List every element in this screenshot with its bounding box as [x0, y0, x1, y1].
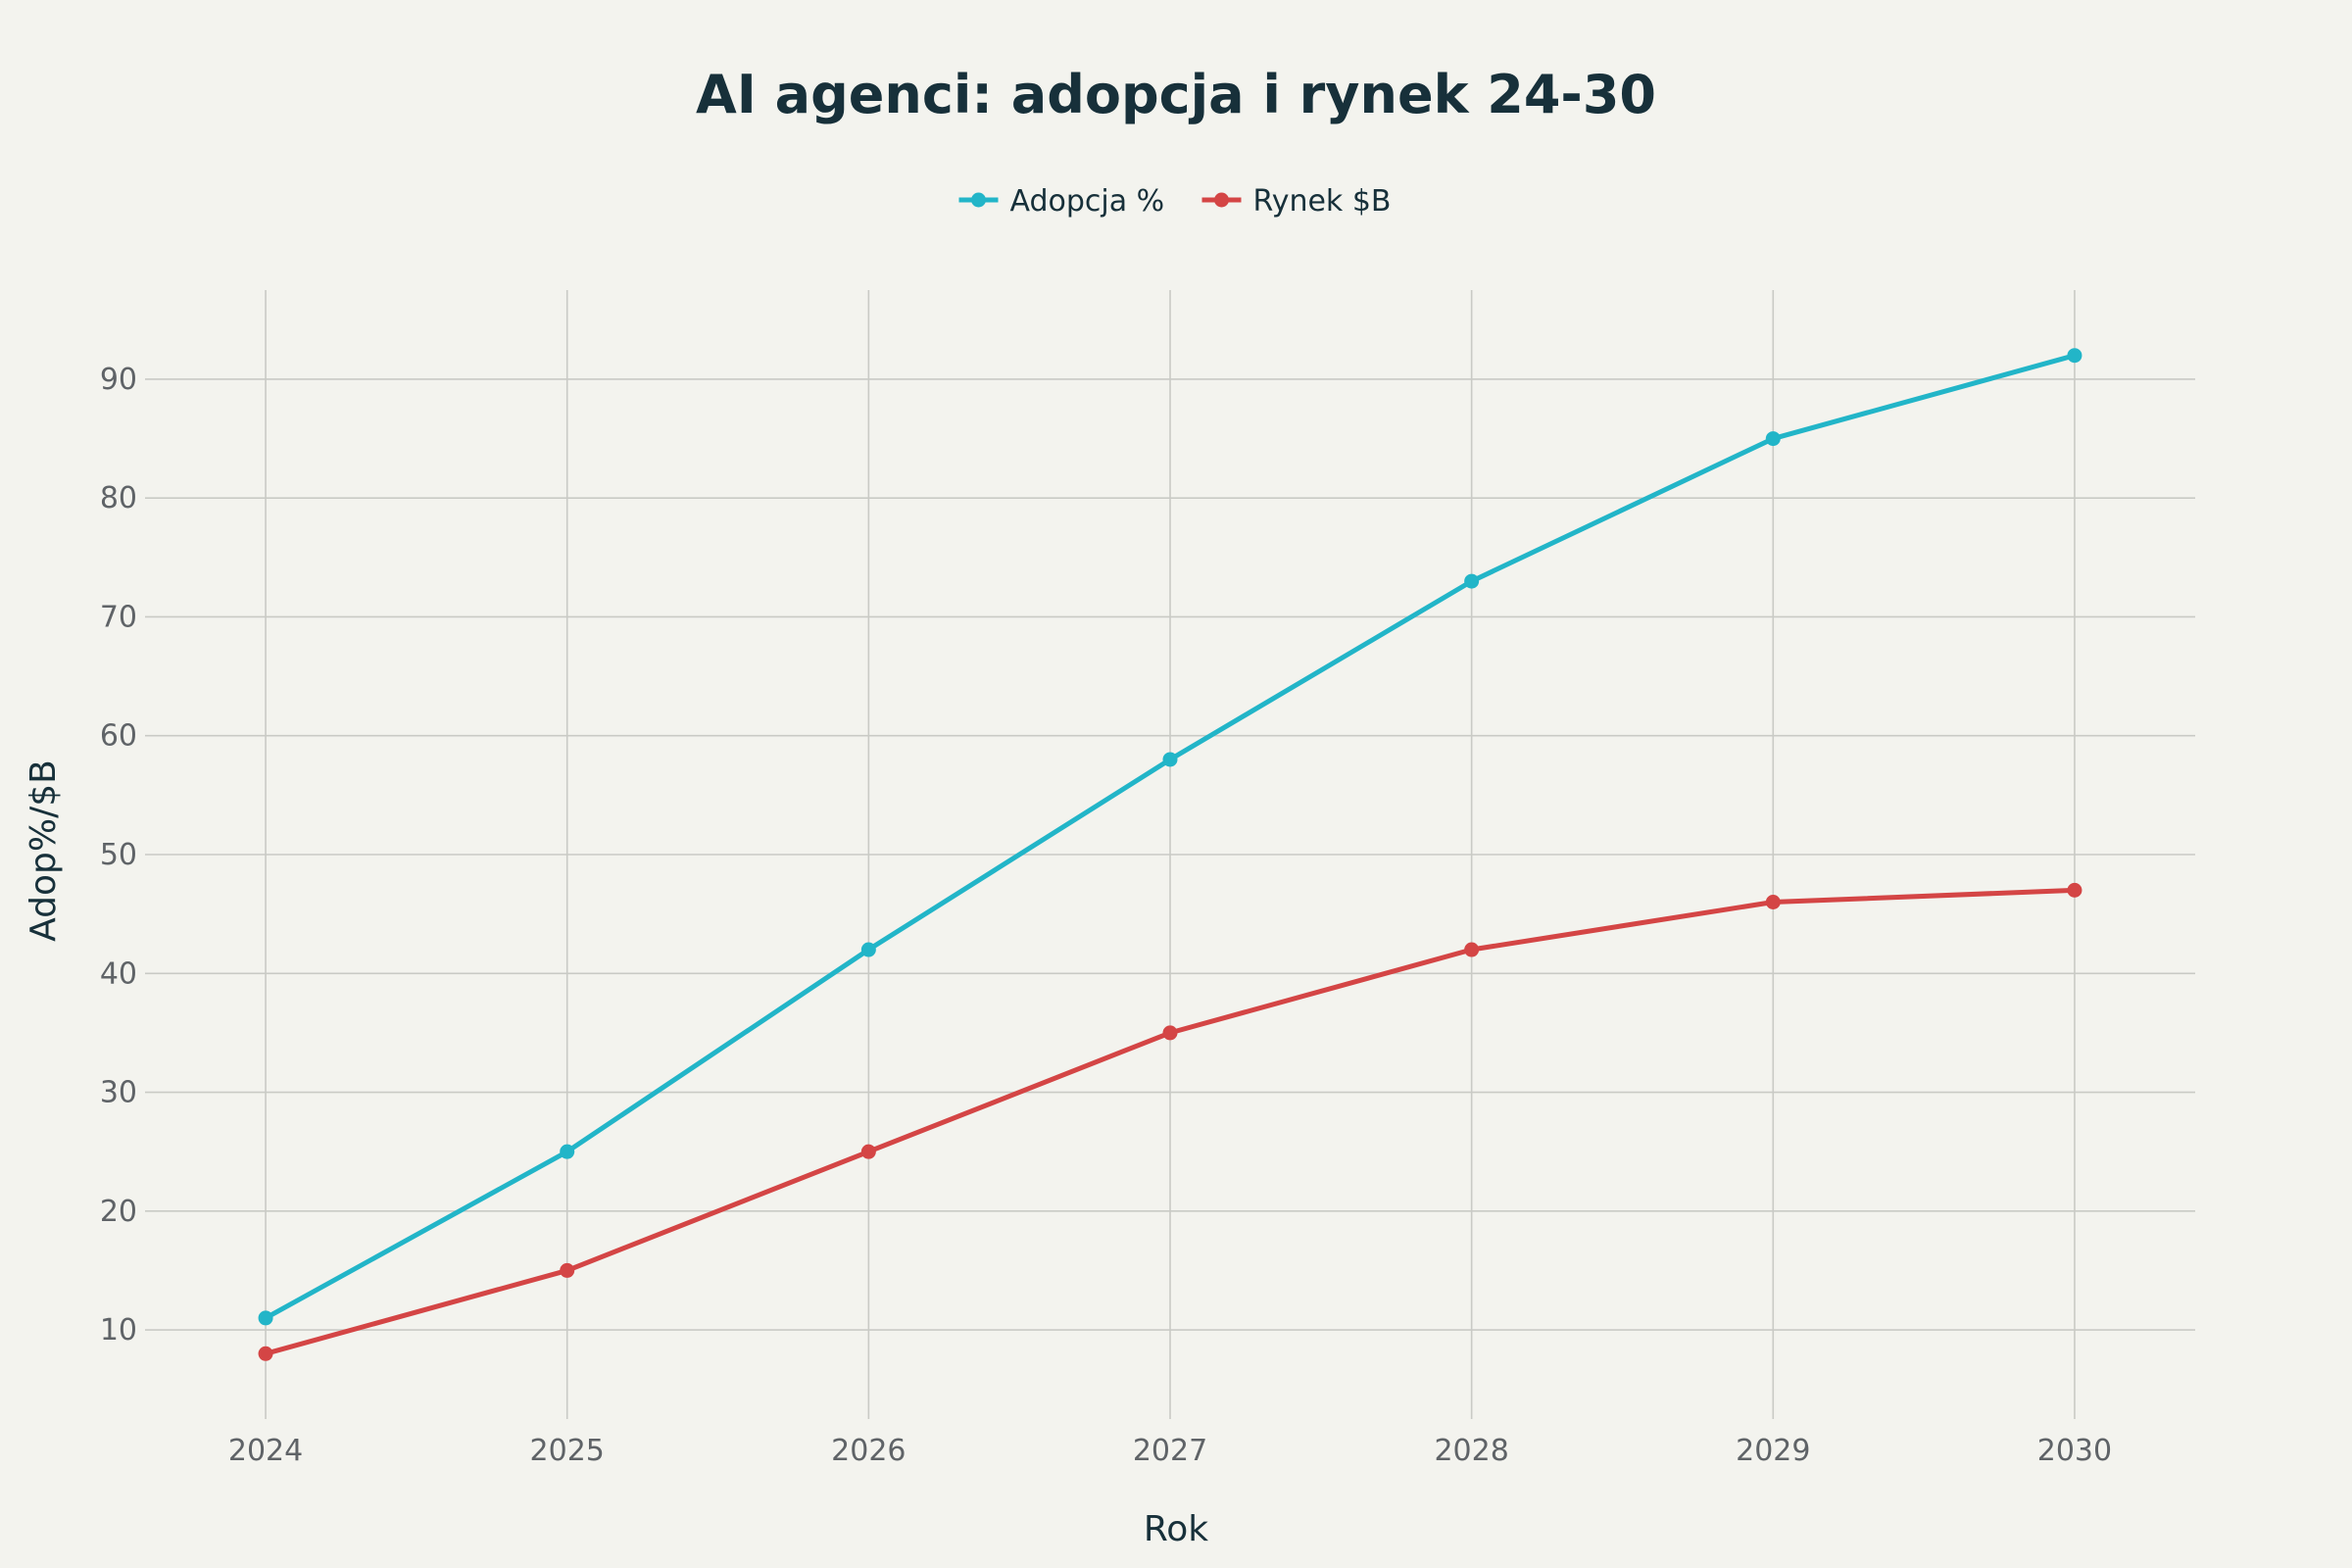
- legend-label: Rynek $B: [1253, 184, 1392, 219]
- y-tick-label: 90: [100, 363, 137, 397]
- data-point: [1765, 431, 1781, 447]
- legend-item: Adopcja %: [958, 184, 1165, 219]
- data-point: [2067, 882, 2082, 898]
- y-tick-label: 40: [100, 956, 137, 991]
- x-tick-label: 2024: [228, 1434, 303, 1468]
- data-point: [258, 1346, 273, 1361]
- x-tick-label: 2027: [1133, 1434, 1207, 1468]
- data-point: [560, 1262, 575, 1278]
- legend-swatch-marker: [971, 192, 986, 208]
- y-axis-ticks: 10 20 30 40 50 60 70 80 90: [100, 363, 137, 1348]
- y-tick-label: 60: [100, 719, 137, 754]
- legend-item: Rynek $B: [1201, 184, 1392, 219]
- legend-label: Adopcja %: [1010, 184, 1165, 219]
- data-point: [258, 1310, 273, 1326]
- series-1: [258, 348, 2082, 1326]
- x-axis-ticks: 2024 2025 2026 2027 2028 2029 2030: [228, 1434, 2112, 1468]
- x-tick-label: 2026: [831, 1434, 906, 1468]
- chart-title: AI agenci: adopcja i rynek 24-30: [696, 64, 1656, 125]
- data-point: [1765, 895, 1781, 910]
- x-tick-label: 2028: [1434, 1434, 1508, 1468]
- series-layer: [258, 348, 2082, 1361]
- data-point: [2067, 348, 2082, 364]
- x-tick-label: 2030: [2037, 1434, 2112, 1468]
- series-2: [258, 882, 2082, 1361]
- data-point: [1464, 573, 1480, 589]
- data-point: [860, 1144, 876, 1159]
- y-gridlines: [145, 378, 2195, 1331]
- x-tick-label: 2025: [530, 1434, 605, 1468]
- y-tick-label: 10: [100, 1313, 137, 1348]
- y-tick-label: 80: [100, 481, 137, 515]
- legend: Adopcja % Rynek $B: [958, 184, 1392, 219]
- data-point: [1162, 752, 1178, 767]
- data-point: [860, 942, 876, 957]
- legend-swatch-marker: [1214, 192, 1229, 208]
- y-tick-label: 30: [100, 1076, 137, 1110]
- y-axis-title: Adop%/$B: [24, 760, 64, 942]
- y-tick-label: 20: [100, 1195, 137, 1229]
- data-point: [560, 1144, 575, 1159]
- data-point: [1464, 942, 1480, 957]
- x-tick-label: 2029: [1736, 1434, 1810, 1468]
- y-tick-label: 50: [100, 838, 137, 872]
- data-point: [1162, 1025, 1178, 1041]
- x-axis-title: Rok: [1144, 1509, 1208, 1549]
- y-tick-label: 70: [100, 600, 137, 634]
